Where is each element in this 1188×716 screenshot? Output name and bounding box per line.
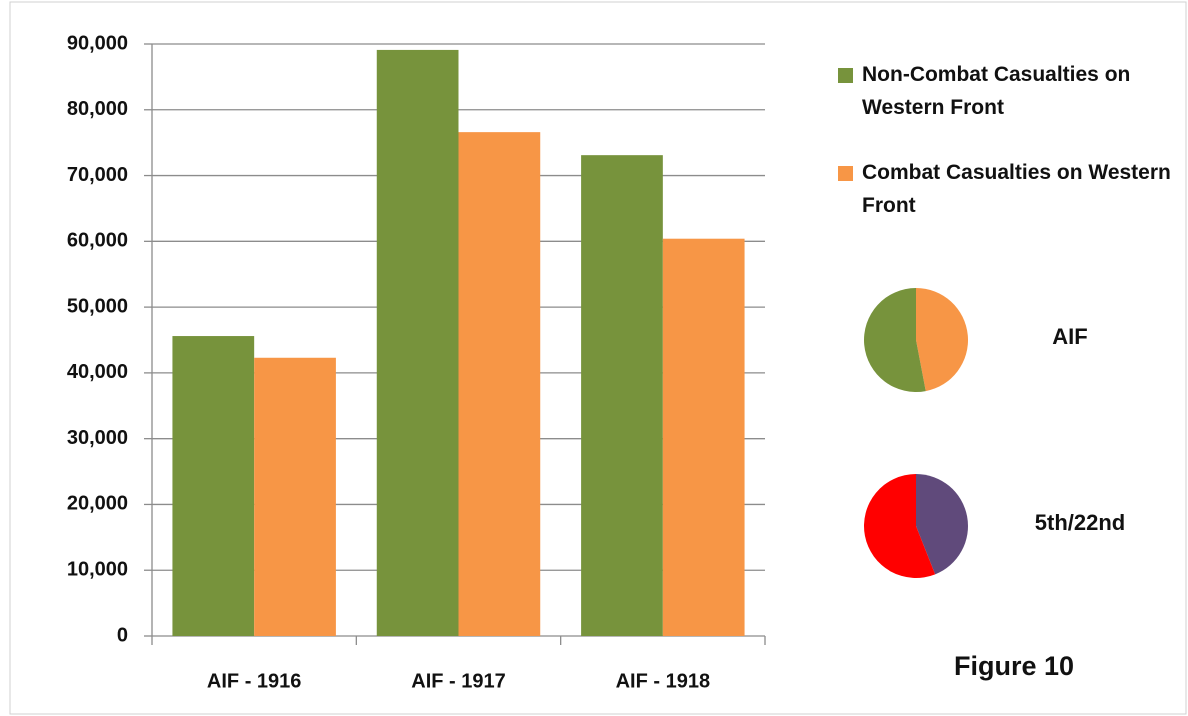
legend-swatch (838, 68, 853, 83)
y-tick-label: 20,000 (67, 493, 128, 515)
annotation: Figure 10 (954, 651, 1074, 681)
y-tick-label: 70,000 (67, 164, 128, 186)
pie-title: 5th/22nd (1035, 510, 1125, 535)
legend-label: Non-Combat Casualties on Western Front (862, 63, 1131, 119)
bar (581, 155, 663, 637)
y-tick-label: 30,000 (67, 427, 128, 449)
y-tick-label: 90,000 (67, 32, 128, 54)
pie-slice (864, 474, 936, 578)
bar (376, 49, 459, 637)
bar (172, 336, 255, 636)
y-tick-label: 80,000 (67, 98, 128, 120)
y-tick-label: 40,000 (67, 361, 128, 383)
frame (9, 1, 1187, 715)
legend-label: Combat Casualties on Western Front (862, 161, 1171, 217)
y-tick-label: 60,000 (67, 230, 128, 252)
bar (254, 357, 336, 636)
pie-title: AIF (1052, 324, 1087, 349)
pie-slice (864, 288, 926, 393)
x-tick-label: AIF - 1916 (207, 670, 301, 692)
y-tick-label: 10,000 (67, 559, 128, 581)
bar (458, 132, 541, 637)
pie-slice (916, 288, 969, 392)
bar (662, 238, 745, 637)
x-tick-label: AIF - 1917 (411, 670, 505, 692)
y-tick-label: 50,000 (67, 295, 128, 317)
x-tick-label: AIF - 1918 (616, 670, 710, 692)
legend-swatch (838, 166, 853, 181)
pie-slice (916, 474, 968, 575)
y-tick-label: 0 (117, 624, 128, 646)
